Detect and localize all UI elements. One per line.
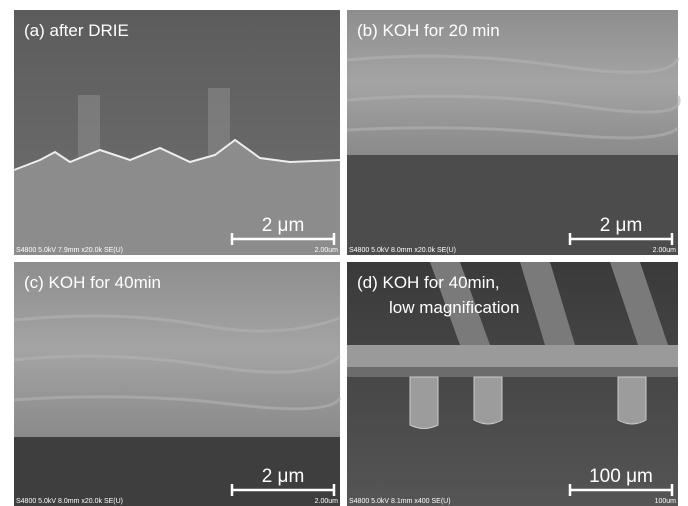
figure: (a) after DRIE 2 μm S4800 5.0kV 7.9mm x20.… (0, 0, 688, 506)
panel-label-2: low magnification (389, 298, 519, 317)
bar-info: 100um (655, 498, 677, 505)
bar-info: 2.00um (315, 247, 339, 254)
image-info: S4800 5.0kV 8.0mm x20.0k SE(U) (349, 247, 456, 254)
scale-label: 100 μm (589, 466, 653, 487)
image-info: S4800 5.0kV 8.1mm x400 SE(U) (349, 498, 451, 505)
bar-info: 2.00um (653, 247, 677, 254)
panel-label: (c) KOH for 40min (24, 273, 161, 292)
scale-label: 2 μm (262, 466, 305, 487)
scale-label: 2 μm (262, 215, 305, 236)
panel-label: (a) after DRIE (24, 21, 129, 40)
beam-edge (347, 367, 678, 377)
panel-label: (d) KOH for 40min, (357, 273, 500, 292)
image-info: S4800 5.0kV 8.0mm x20.0k SE(U) (16, 498, 123, 505)
panel-label: (b) KOH for 20 min (357, 21, 500, 40)
image-info: S4800 5.0kV 7.9mm x20.0k SE(U) (16, 247, 123, 254)
scale-label: 2 μm (600, 215, 643, 236)
bar-info: 2.00um (315, 498, 339, 505)
beam (347, 345, 678, 367)
